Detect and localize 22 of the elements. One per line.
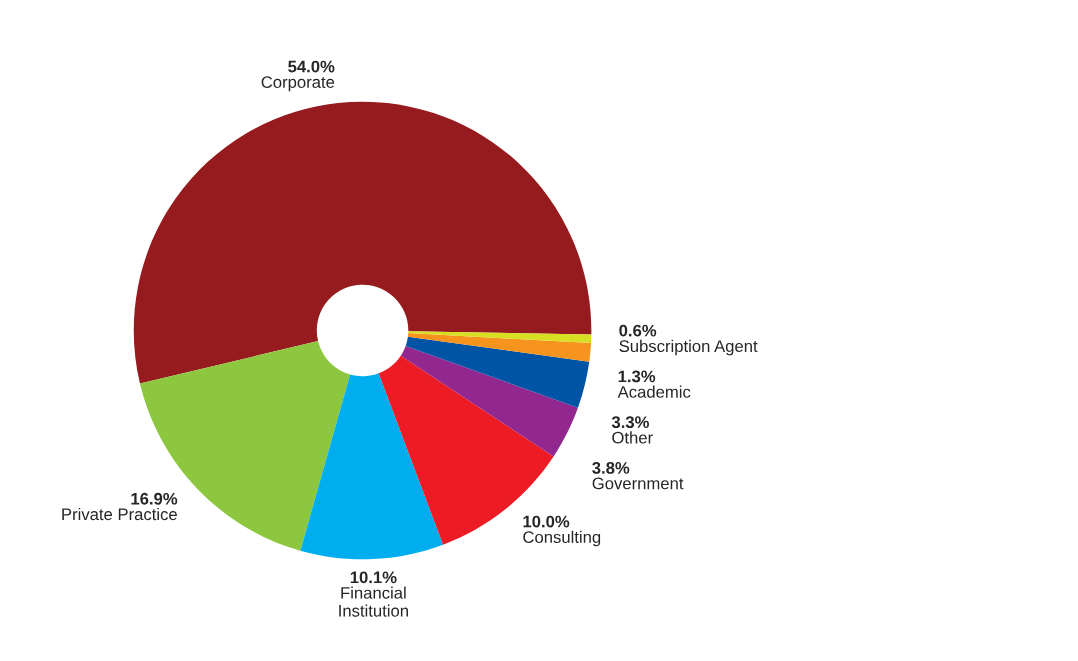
data-label: 10.0% [523, 515, 570, 528]
data-label: 3.8% [592, 461, 630, 474]
slice-label: Consulting [523, 530, 601, 547]
data-label: 1.3% [618, 370, 656, 383]
donut-slice [407, 333, 592, 362]
slice-label: Financial Institution [339, 586, 408, 617]
slice-label: Academic [617, 385, 691, 398]
slice-label: Government [592, 477, 684, 490]
data-label: 16.9% [131, 492, 178, 505]
data-label: 0.6% [619, 324, 657, 337]
donut-slice [300, 373, 444, 560]
data-label: 3.3% [611, 416, 649, 429]
donut-slice [408, 331, 592, 344]
donut-slice [133, 101, 592, 384]
data-label: 10.1% [350, 571, 397, 584]
slice-label: Other [612, 431, 653, 444]
donut-slice [405, 336, 590, 408]
slice-label: Private Practice [62, 507, 177, 521]
data-label: 54.0% [288, 60, 335, 73]
slice-label: Subscription Agent [619, 339, 758, 356]
donut-slice [400, 345, 578, 457]
slice-label: Corporate [261, 76, 335, 92]
